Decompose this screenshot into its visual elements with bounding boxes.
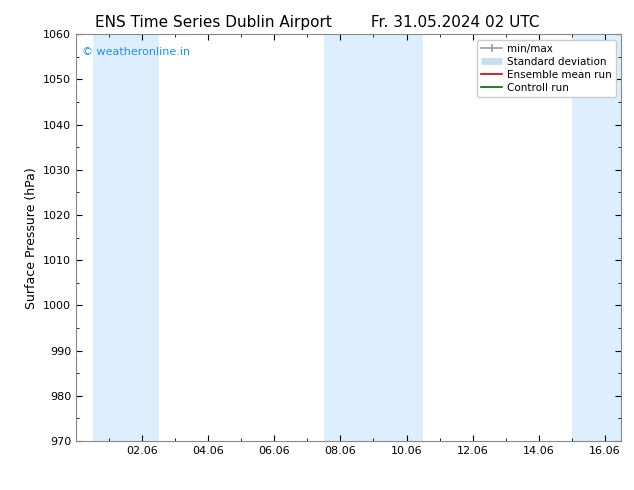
- Legend: min/max, Standard deviation, Ensemble mean run, Controll run: min/max, Standard deviation, Ensemble me…: [477, 40, 616, 97]
- Y-axis label: Surface Pressure (hPa): Surface Pressure (hPa): [25, 167, 37, 309]
- Text: © weatheronline.in: © weatheronline.in: [82, 47, 190, 56]
- Text: ENS Time Series Dublin Airport        Fr. 31.05.2024 02 UTC: ENS Time Series Dublin Airport Fr. 31.05…: [94, 15, 540, 30]
- Bar: [324, 34, 423, 441]
- Bar: [572, 34, 621, 441]
- Bar: [93, 34, 158, 441]
